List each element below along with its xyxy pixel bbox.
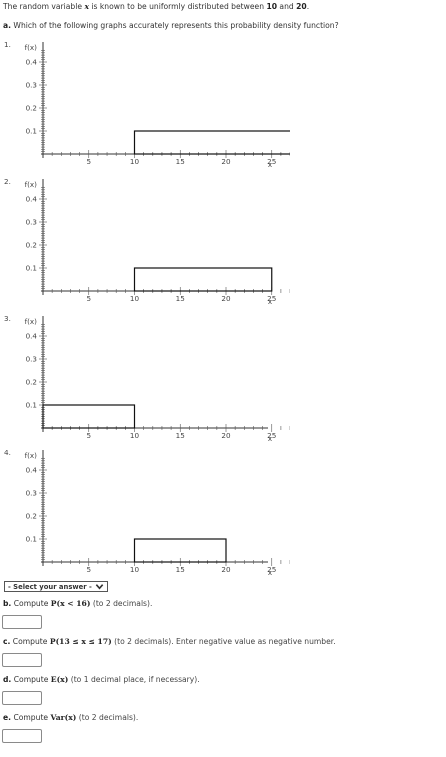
x-tick-label: 10 — [130, 565, 140, 574]
y-tick-label: 0.1 — [26, 127, 37, 136]
graph-number: 1. — [4, 40, 11, 49]
y-tick-label: 0.4 — [26, 195, 38, 204]
x-axis-label: x — [268, 297, 273, 305]
y-tick-label: 0.2 — [26, 104, 37, 113]
question-c: c. Compute P(13 ≤ x ≤ 17) (to 2 decimals… — [3, 637, 336, 646]
y-axis-label: f(x) — [25, 180, 38, 189]
x-tick-label: 10 — [130, 157, 140, 166]
question-a: a. Which of the following graphs accurat… — [3, 21, 339, 30]
x-tick-label: 10 — [130, 431, 140, 440]
x-axis-label: x — [268, 160, 273, 168]
density-rectangle — [133, 267, 273, 292]
y-axis-label: f(x) — [25, 43, 38, 52]
graph-option-4: 4.0.10.20.30.4f(x)51015202530354045x — [0, 446, 290, 576]
x-tick-label: 15 — [176, 294, 185, 303]
pdf-graph-svg: 2.0.10.20.30.4f(x)51015202530354045x — [4, 177, 290, 305]
graph-number: 4. — [4, 448, 11, 457]
x-tick-label: 20 — [221, 565, 231, 574]
y-tick-label: 0.1 — [26, 264, 37, 273]
y-tick-label: 0.4 — [26, 466, 38, 475]
density-rectangle — [42, 404, 136, 429]
question-e: e. Compute Var(x) (to 2 decimals). — [3, 713, 139, 722]
answer-b-input[interactable] — [2, 615, 42, 629]
density-rectangle — [133, 130, 290, 155]
x-tick-label: 20 — [221, 431, 231, 440]
problem-intro: The random variable x is known to be uni… — [3, 2, 310, 11]
graph-option-3: 3.0.10.20.30.4f(x)51015202530354045x — [0, 312, 290, 442]
x-tick-label: 5 — [86, 431, 91, 440]
y-tick-label: 0.4 — [26, 58, 38, 67]
x-tick-label: 20 — [221, 157, 231, 166]
x-tick-label: 15 — [176, 565, 185, 574]
x-tick-label: 5 — [86, 294, 91, 303]
pdf-graph-svg: 4.0.10.20.30.4f(x)51015202530354045x — [4, 448, 290, 576]
answer-select[interactable]: - Select your answer - — [4, 581, 108, 592]
x-tick-label: 15 — [176, 431, 185, 440]
x-tick-label: 25 — [267, 565, 276, 574]
question-b: b. Compute P(x < 16) (to 2 decimals). — [3, 599, 153, 608]
x-tick-label: 5 — [86, 565, 91, 574]
y-tick-label: 0.2 — [26, 378, 37, 387]
question-d: d. Compute E(x) (to 1 decimal place, if … — [3, 675, 200, 684]
pdf-graph-svg: 1.0.10.20.30.4f(x)51015202530354045x — [4, 40, 290, 168]
x-tick-label: 25 — [267, 294, 276, 303]
x-axis-label: x — [268, 434, 273, 442]
x-tick-label: 5 — [86, 157, 91, 166]
y-tick-label: 0.2 — [26, 512, 37, 521]
y-tick-label: 0.3 — [26, 355, 37, 364]
answer-e-input[interactable] — [2, 729, 42, 743]
x-axis-label: x — [268, 568, 273, 576]
select-label: - Select your answer - — [8, 583, 92, 591]
answer-c-input[interactable] — [2, 653, 42, 667]
x-tick-label: 15 — [176, 157, 185, 166]
x-tick-label: 20 — [221, 294, 231, 303]
y-axis-label: f(x) — [25, 451, 38, 460]
x-tick-label: 25 — [267, 157, 276, 166]
x-tick-label: 10 — [130, 294, 140, 303]
graph-option-2: 2.0.10.20.30.4f(x)51015202530354045x — [0, 175, 290, 305]
y-tick-label: 0.4 — [26, 332, 38, 341]
pdf-graph-svg: 3.0.10.20.30.4f(x)51015202530354045x — [4, 314, 290, 442]
y-tick-label: 0.2 — [26, 241, 37, 250]
x-tick-label: 25 — [267, 431, 276, 440]
graph-option-1: 1.0.10.20.30.4f(x)51015202530354045x — [0, 38, 290, 168]
chevron-down-icon — [95, 582, 104, 595]
y-axis-label: f(x) — [25, 317, 38, 326]
y-tick-label: 0.3 — [26, 81, 37, 90]
y-tick-label: 0.1 — [26, 401, 37, 410]
graph-number: 2. — [4, 177, 11, 186]
y-tick-label: 0.3 — [26, 218, 37, 227]
density-rectangle — [133, 538, 227, 563]
graph-number: 3. — [4, 314, 11, 323]
answer-d-input[interactable] — [2, 691, 42, 705]
y-tick-label: 0.1 — [26, 535, 37, 544]
y-tick-label: 0.3 — [26, 489, 37, 498]
